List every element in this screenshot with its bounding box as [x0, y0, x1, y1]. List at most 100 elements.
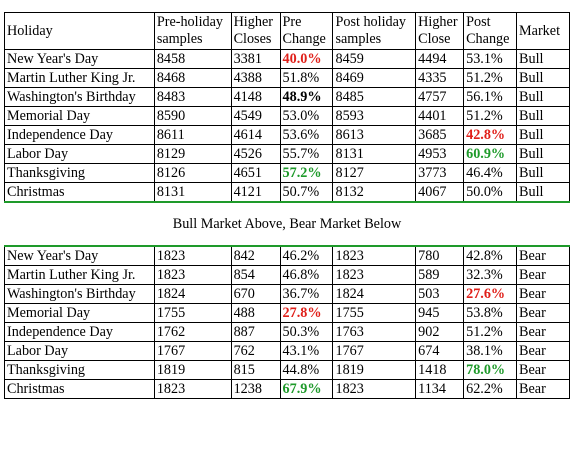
cell-higher-closes: 854 [230, 265, 281, 285]
cell-post-samples: 1823 [332, 379, 417, 399]
cell-post-change: 51.2% [463, 106, 518, 126]
cell-higher-closes: 4148 [230, 87, 281, 107]
cell-higher-closes: 762 [230, 341, 281, 361]
cell-post-samples: 8593 [332, 106, 417, 126]
cell-pre-change: 36.7% [279, 284, 334, 304]
cell-post-change: 51.2% [463, 68, 518, 88]
table-row: Martin Luther King Jr. 1823 854 46.8% 1823 58… [4, 265, 570, 285]
cell-pre-samples: 1823 [153, 245, 232, 266]
cell-holiday: Memorial Day [4, 303, 155, 323]
cell-post-change: 46.4% [463, 163, 518, 183]
cell-pre-samples: 1823 [153, 265, 232, 285]
cell-post-samples: 8131 [332, 144, 417, 164]
table-row: Labor Day 8129 4526 55.7% 8131 4953 60.9% Bull [4, 144, 570, 164]
cell-pre-samples: 8590 [153, 106, 232, 126]
cell-market: Bear [516, 341, 570, 361]
cell-higher-closes: 3381 [230, 49, 281, 69]
cell-post-samples: 1767 [332, 341, 417, 361]
header-holiday: Holiday [4, 12, 155, 50]
cell-higher-closes: 4549 [230, 106, 281, 126]
cell-post-samples: 8485 [332, 87, 417, 107]
table-row: Washington's Birthday 8483 4148 48.9% 8485 47… [4, 87, 570, 107]
table-row: New Year's Day 1823 842 46.2% 1823 780 42.8% Be… [4, 245, 570, 266]
cell-post-change: 32.3% [463, 265, 518, 285]
cell-holiday: Martin Luther King Jr. [4, 265, 155, 285]
cell-post-samples: 8613 [332, 125, 417, 145]
cell-higher-close: 4757 [415, 87, 465, 107]
table-row: Thanksgiving 8126 4651 57.2% 8127 3773 46.4% Bu… [4, 163, 570, 183]
cell-holiday: Memorial Day [4, 106, 155, 126]
header-pre-samples: Pre-holiday samples [153, 12, 232, 50]
cell-pre-samples: 8458 [153, 49, 232, 69]
cell-post-change: 62.2% [463, 379, 518, 399]
cell-post-samples: 1823 [332, 245, 417, 266]
cell-higher-close: 1418 [415, 360, 465, 380]
cell-pre-change: 53.0% [279, 106, 334, 126]
cell-pre-samples: 1762 [153, 322, 232, 342]
cell-pre-samples: 1819 [153, 360, 232, 380]
cell-holiday: Independence Day [4, 322, 155, 342]
cell-post-change: 42.8% [463, 125, 518, 145]
bull-market-rows: New Year's Day 8458 3381 40.0% 8459 4494 53.1%… [4, 49, 570, 203]
cell-holiday: Thanksgiving [4, 360, 155, 380]
cell-holiday: Independence Day [4, 125, 155, 145]
cell-higher-close: 4335 [415, 68, 465, 88]
header-higher-close: Higher Close [415, 12, 465, 50]
cell-holiday: Christmas [4, 379, 155, 399]
cell-pre-change: 46.8% [279, 265, 334, 285]
cell-higher-closes: 4651 [230, 163, 281, 183]
cell-post-change: 27.6% [463, 284, 518, 304]
cell-post-samples: 8469 [332, 68, 417, 88]
cell-pre-samples: 8483 [153, 87, 232, 107]
cell-higher-close: 4067 [415, 182, 465, 203]
cell-holiday: New Year's Day [4, 49, 155, 69]
cell-market: Bull [516, 125, 570, 145]
cell-pre-change: 57.2% [279, 163, 334, 183]
cell-market: Bull [516, 106, 570, 126]
table-row: Thanksgiving 1819 815 44.8% 1819 1418 78.0% Bea… [4, 360, 570, 380]
cell-higher-close: 1134 [415, 379, 465, 399]
cell-post-change: 42.8% [463, 245, 518, 266]
cell-higher-close: 589 [415, 265, 465, 285]
cell-pre-change: 50.7% [279, 182, 334, 203]
cell-market: Bull [516, 49, 570, 69]
cell-higher-close: 780 [415, 245, 465, 266]
table-row: Memorial Day 8590 4549 53.0% 8593 4401 51.2% Bu… [4, 106, 570, 126]
table-row: Labor Day 1767 762 43.1% 1767 674 38.1% Bear [4, 341, 570, 361]
cell-higher-close: 503 [415, 284, 465, 304]
cell-pre-change: 44.8% [279, 360, 334, 380]
cell-pre-samples: 8126 [153, 163, 232, 183]
table-row: Washington's Birthday 1824 670 36.7% 1824 503… [4, 284, 570, 304]
cell-holiday: Thanksgiving [4, 163, 155, 183]
cell-market: Bear [516, 360, 570, 380]
cell-post-change: 53.8% [463, 303, 518, 323]
cell-pre-change: 67.9% [279, 379, 334, 399]
cell-market: Bear [516, 379, 570, 399]
table-row: Independence Day 8611 4614 53.6% 8613 3685 42.… [4, 125, 570, 145]
cell-higher-closes: 670 [230, 284, 281, 304]
cell-higher-closes: 815 [230, 360, 281, 380]
cell-higher-close: 902 [415, 322, 465, 342]
cell-market: Bear [516, 322, 570, 342]
cell-market: Bear [516, 245, 570, 266]
cell-higher-closes: 1238 [230, 379, 281, 399]
cell-pre-change: 27.8% [279, 303, 334, 323]
cell-higher-closes: 887 [230, 322, 281, 342]
cell-higher-closes: 4121 [230, 182, 281, 203]
cell-post-change: 38.1% [463, 341, 518, 361]
cell-post-samples: 1755 [332, 303, 417, 323]
cell-market: Bull [516, 163, 570, 183]
cell-holiday: Labor Day [4, 341, 155, 361]
cell-pre-change: 53.6% [279, 125, 334, 145]
cell-holiday: Washington's Birthday [4, 87, 155, 107]
cell-higher-closes: 4388 [230, 68, 281, 88]
header-market: Market [516, 12, 570, 50]
cell-post-samples: 8127 [332, 163, 417, 183]
cell-market: Bull [516, 182, 570, 203]
table-row: Christmas 8131 4121 50.7% 8132 4067 50.0% Bull [4, 182, 570, 203]
cell-pre-change: 50.3% [279, 322, 334, 342]
cell-higher-close: 4953 [415, 144, 465, 164]
cell-market: Bull [516, 87, 570, 107]
cell-pre-change: 46.2% [279, 245, 334, 266]
cell-market: Bear [516, 265, 570, 285]
